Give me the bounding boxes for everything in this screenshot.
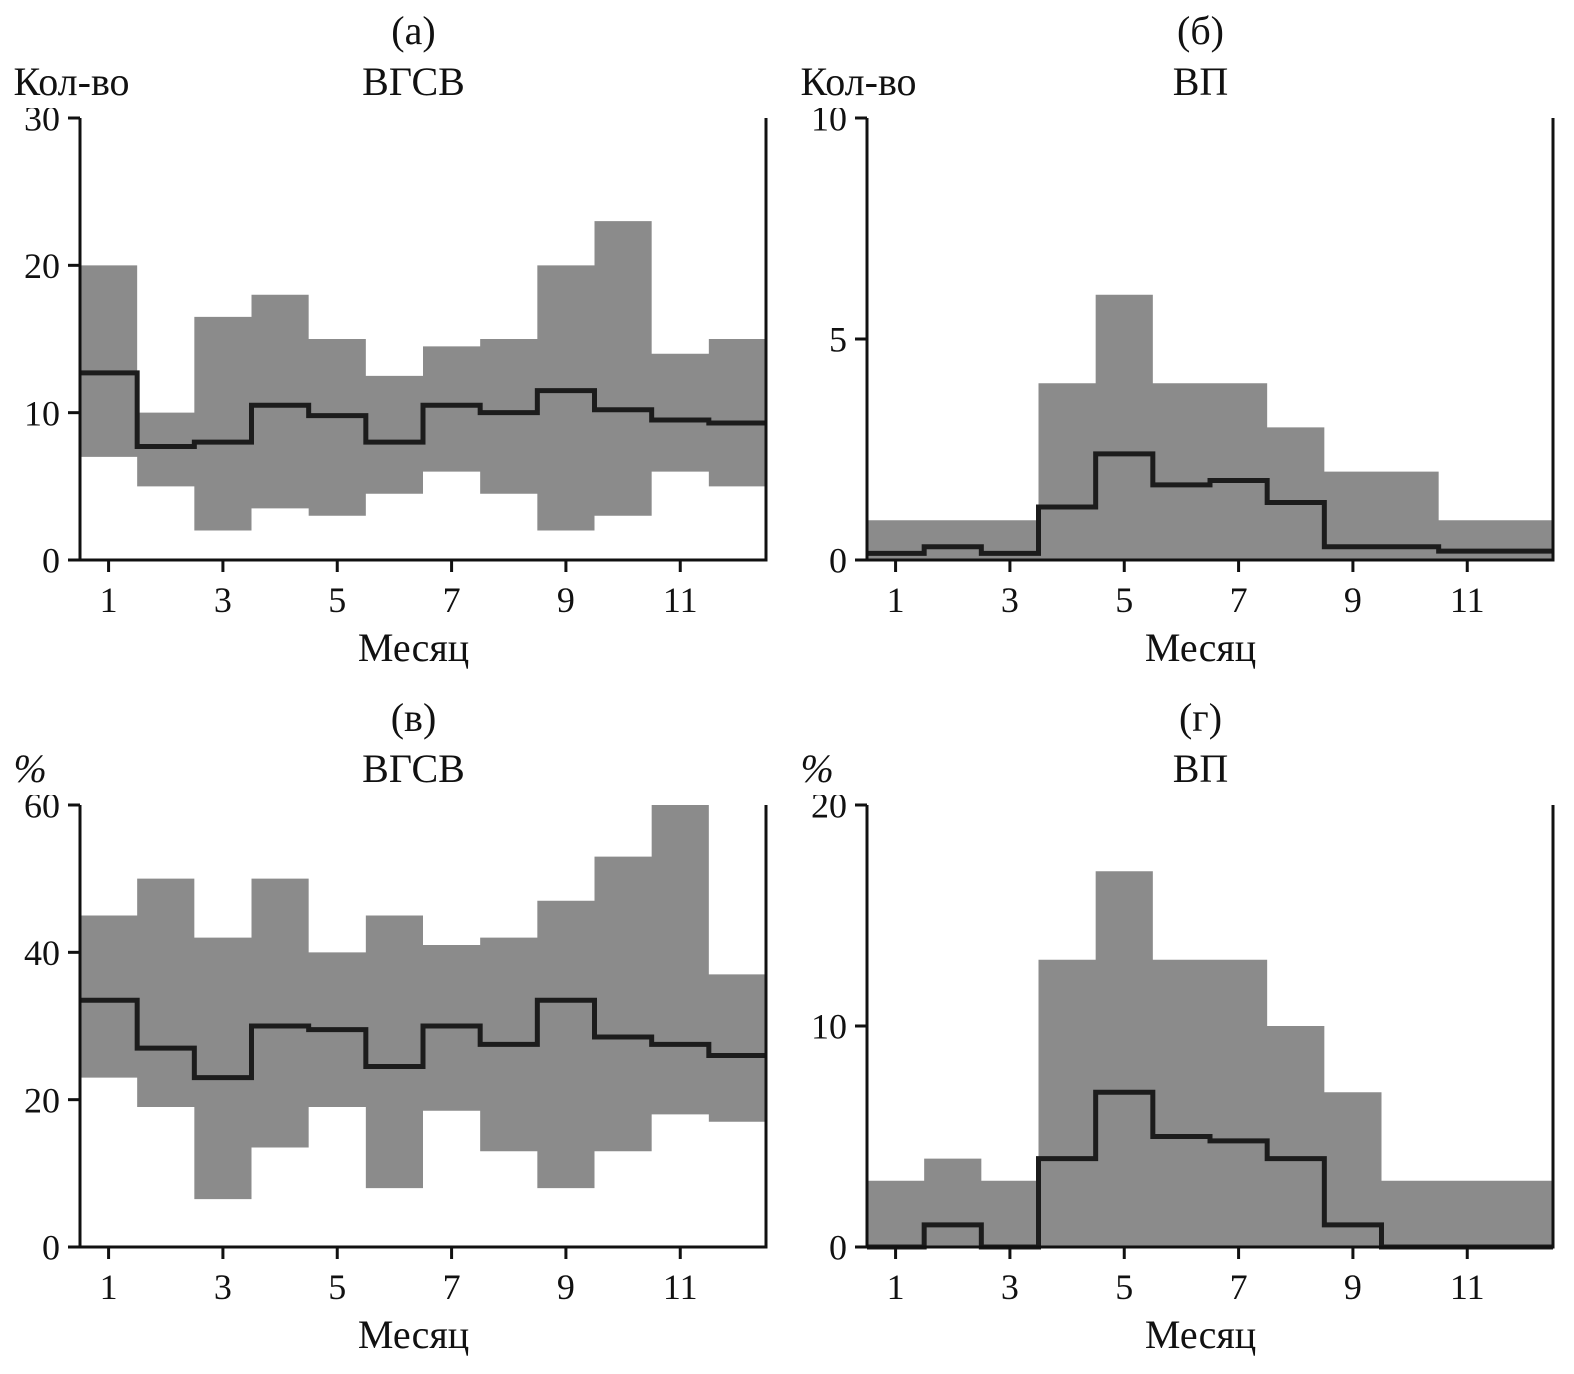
- x-tick-label: 9: [556, 580, 574, 620]
- mean-line: [866, 451, 1553, 556]
- y-tick-label: 0: [42, 541, 60, 581]
- x-tick-label: 3: [1000, 580, 1018, 620]
- y-tick-label: 0: [42, 1228, 60, 1268]
- x-axis-label-v: Месяц: [357, 1312, 470, 1357]
- x-tick-label: 3: [213, 580, 231, 620]
- chart-title-a: ВГСВ: [362, 59, 465, 104]
- x-tick-label: 1: [99, 1267, 117, 1307]
- y-axis-label-v: %: [13, 746, 47, 791]
- x-tick-label: 11: [1449, 1267, 1484, 1307]
- y-tick-label: 0: [829, 1228, 847, 1268]
- chart-g: 0 10 20 1 3 5 7 9 11: [811, 795, 1554, 1307]
- chart-v: 0 20 40 60 1 3 5 7 9 11: [24, 795, 767, 1307]
- x-tick-label: 5: [1115, 580, 1133, 620]
- x-tick-label: 9: [1343, 1267, 1361, 1307]
- x-tick-label: 9: [556, 1267, 574, 1307]
- range-band: [866, 871, 1553, 1247]
- range-band: [866, 294, 1553, 560]
- y-tick-label: 5: [829, 320, 847, 360]
- y-tick-label: 20: [24, 1080, 60, 1120]
- y-tick-label: 20: [811, 795, 847, 826]
- panel-v: (в) % ВГСВ 0 20 40 60 1 3 5 7 9 11 Месяц: [0, 687, 787, 1374]
- x-tick-label: 11: [662, 1267, 697, 1307]
- x-tick-label: 3: [1000, 1267, 1018, 1307]
- y-tick-label: 60: [24, 795, 60, 826]
- chart-a: 0 10 20 30 1 3 5 7 9 11: [24, 108, 767, 620]
- y-tick-label: 40: [24, 933, 60, 973]
- chart-title-g: ВП: [1172, 746, 1229, 791]
- x-tick-label: 11: [662, 580, 697, 620]
- x-tick-label: 5: [328, 1267, 346, 1307]
- y-axis-label-g: %: [800, 746, 834, 791]
- panel-g: (г) % ВП 0 10 20 1 3 5 7 9 11 Месяц: [787, 687, 1574, 1374]
- x-axis-label-g: Месяц: [1144, 1312, 1257, 1357]
- x-tick-label: 7: [1229, 580, 1247, 620]
- chart-title-v: ВГСВ: [362, 746, 465, 791]
- panel-a: (а) Кол-во ВГСВ 0 10 20 30 1 3 5 7 9 11 Месяц: [0, 0, 787, 687]
- x-tick-label: 1: [99, 580, 117, 620]
- mean-line: [79, 997, 766, 1081]
- y-tick-label: 10: [811, 1007, 847, 1047]
- range-band: [79, 805, 766, 1200]
- panel-label-g: (г): [1178, 695, 1223, 740]
- mean-line: [79, 370, 766, 450]
- x-axis-label-b: Месяц: [1144, 625, 1257, 670]
- x-tick-label: 7: [442, 1267, 460, 1307]
- x-tick-label: 7: [442, 580, 460, 620]
- x-axis-label-a: Месяц: [357, 625, 470, 670]
- x-tick-label: 5: [328, 580, 346, 620]
- x-tick-label: 11: [1449, 580, 1484, 620]
- mean-line: [866, 1089, 1553, 1250]
- chart-title-b: ВП: [1172, 59, 1229, 104]
- panel-label-v: (в): [390, 695, 437, 740]
- x-tick-label: 7: [1229, 1267, 1247, 1307]
- panel-b: (б) Кол-во ВП 0 5 10 1 3 5 7 9 11 Месяц: [787, 0, 1574, 687]
- y-tick-label: 10: [24, 393, 60, 433]
- x-tick-label: 3: [213, 1267, 231, 1307]
- panel-label-a: (а): [391, 8, 436, 53]
- x-tick-label: 1: [886, 580, 904, 620]
- y-tick-label: 10: [811, 108, 847, 139]
- y-axis-label-b: Кол-во: [800, 59, 917, 104]
- y-tick-label: 30: [24, 108, 60, 139]
- x-tick-label: 9: [1343, 580, 1361, 620]
- chart-b: 0 5 10 1 3 5 7 9 11: [811, 108, 1554, 620]
- panel-label-b: (б): [1177, 8, 1224, 53]
- y-axis-label-a: Кол-во: [13, 59, 130, 104]
- x-tick-label: 1: [886, 1267, 904, 1307]
- x-tick-label: 5: [1115, 1267, 1133, 1307]
- range-band: [79, 221, 766, 531]
- y-tick-label: 0: [829, 541, 847, 581]
- y-tick-label: 20: [24, 246, 60, 286]
